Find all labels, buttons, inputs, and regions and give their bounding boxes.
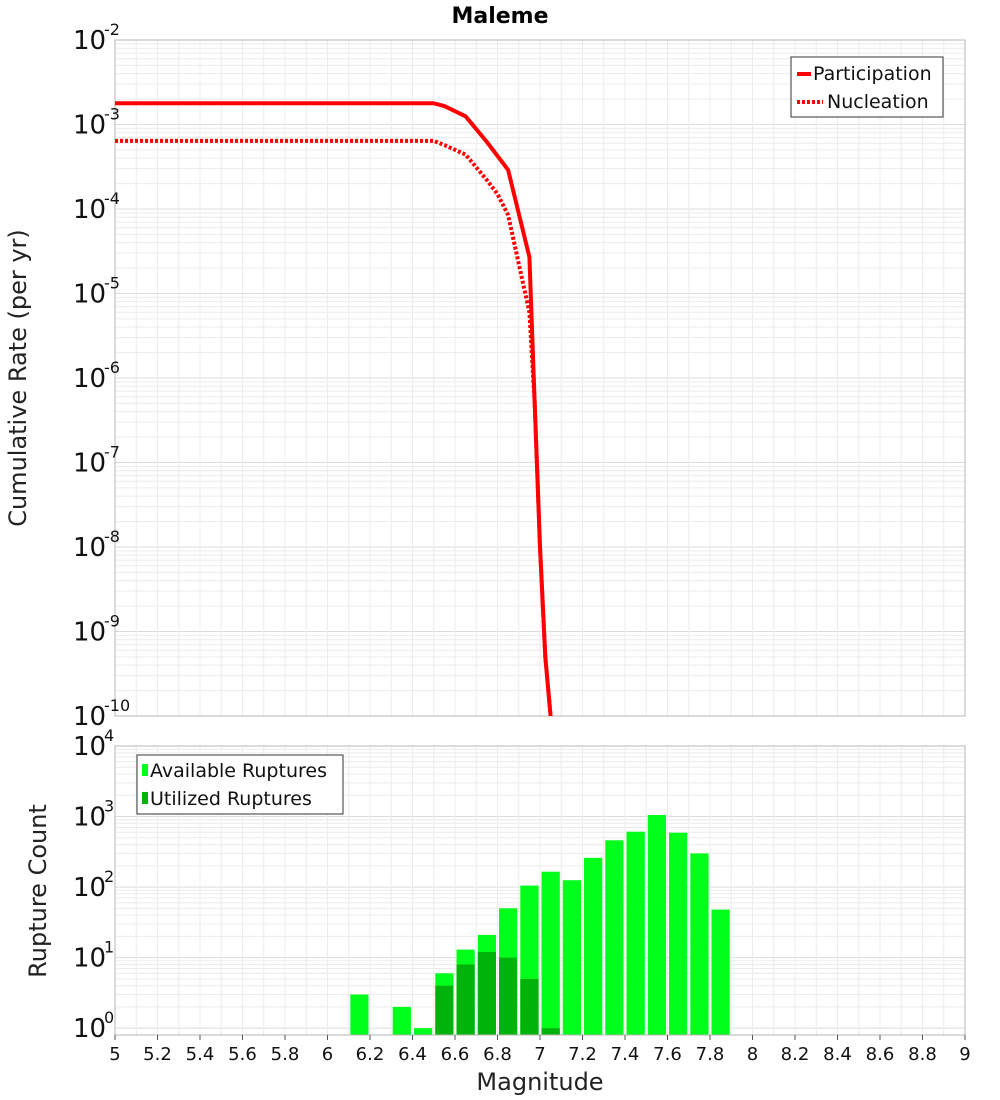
magnitude-x-ticks: 5 5.2 5.4 5.6 5.8 6 6.2 6.4 6.6 6.8 7 7.2 7.4 7.6 7.8 8… [109,1035,971,1065]
available-ruptures-bar [605,840,624,1035]
rate-legend-box [790,56,944,118]
rate-plot-frame [114,39,966,717]
available-ruptures-bar [392,1006,411,1035]
x-tick-label: 6.2 [356,1044,385,1065]
rate-y-tick-label: 10 [73,364,106,394]
legend-utilized-swatch [142,792,148,804]
available-ruptures-bar [669,832,688,1035]
x-tick-label: 6 [322,1044,333,1065]
rate-y-tick-exponent: -6 [104,358,120,377]
count-y-tick-label: 10 [73,944,106,974]
rate-y-tick-exponent: -10 [104,696,130,715]
available-ruptures-bar [414,1028,433,1035]
count-y-tick-exponent: 1 [104,938,114,957]
count-y-tick-label: 10 [73,873,106,903]
rate-y-tick-exponent: -8 [104,527,120,546]
rate-y-tick-exponent: -7 [104,443,120,462]
count-y-tick-exponent: 4 [104,726,114,745]
x-tick-label: 8.2 [781,1044,810,1065]
x-tick-label: 7.6 [653,1044,682,1065]
count-y-tick-label: 10 [73,732,106,762]
x-tick-label: 6.6 [441,1044,470,1065]
available-ruptures-bar [711,909,730,1035]
utilized-ruptures-bar [541,1028,560,1035]
x-tick-label: 8.4 [823,1044,852,1065]
x-tick-label: 7.2 [568,1044,597,1065]
count-bars [350,815,730,1035]
utilized-ruptures-bar [477,952,496,1035]
count-y-tick-label: 10 [73,1014,106,1044]
available-ruptures-bar [562,880,581,1035]
utilized-ruptures-bar [499,957,518,1035]
rate-y-tick-exponent: -4 [104,189,120,208]
x-tick-label: 9 [959,1044,970,1065]
x-tick-label: 8 [747,1044,758,1065]
rate-y-tick-exponent: -5 [104,274,120,293]
rate-y-tick-exponent: -9 [104,612,120,631]
utilized-ruptures-bar [456,964,475,1035]
rate-y-tick-label: 10 [73,533,106,563]
rate-y-tick-label: 10 [73,618,106,648]
utilized-ruptures-bar [520,978,539,1035]
available-ruptures-bar [350,994,369,1035]
x-tick-label: 8.8 [908,1044,937,1065]
rate-y-axis-label: Cumulative Rate (per yr) [4,229,32,527]
available-ruptures-bar [647,815,666,1035]
legend-utilized-label: Utilized Ruptures [150,788,312,810]
x-tick-label: 7 [534,1044,545,1065]
count-y-axis-label: Rupture Count [24,804,52,978]
rate-y-tick-exponent: -3 [104,105,120,124]
available-ruptures-bar [541,871,560,1035]
legend-nucleation-label: Nucleation [827,91,929,113]
legend-available-label: Available Ruptures [150,760,327,782]
count-legend-box [136,754,344,815]
rate-y-tick-label: 10 [73,449,106,479]
legend-available-swatch [142,764,148,776]
count-legend: Available Ruptures Utilized Ruptures [136,754,344,815]
series-nucleation-line [115,138,553,717]
x-tick-label: 5.4 [186,1044,215,1065]
x-tick-label: 5.2 [143,1044,172,1065]
x-tick-label: 5.6 [228,1044,257,1065]
legend-participation-label: Participation [813,63,932,85]
rate-y-tick-exponent: -2 [104,20,120,39]
available-ruptures-bar [626,831,645,1035]
available-ruptures-bar [690,853,709,1035]
count-y-tick-exponent: 3 [104,797,114,816]
x-tick-label: 5.8 [271,1044,300,1065]
utilized-ruptures-bar [435,985,454,1035]
rate-y-tick-label: 10 [73,26,106,56]
rate-y-tick-label: 10 [73,195,106,225]
x-tick-label: 7.4 [611,1044,640,1065]
x-tick-label: 6.8 [483,1044,512,1065]
x-tick-label: 8.6 [866,1044,895,1065]
rate-y-tick-label: 10 [73,702,106,732]
rate-legend: Participation Nucleation [790,56,944,118]
x-tick-label: 5 [109,1044,120,1065]
rate-y-tick-label: 10 [73,111,106,141]
rate-series [115,101,553,717]
x-tick-label: 6.4 [398,1044,427,1065]
count-y-tick-exponent: 2 [104,867,114,886]
x-tick-label: 7.8 [696,1044,725,1065]
available-ruptures-bar [584,857,603,1035]
series-participation-line [115,101,553,717]
count-y-tick-label: 10 [73,803,106,833]
count-y-tick-exponent: 0 [104,1008,114,1027]
chart-title: Maleme [451,4,548,29]
rate-y-tick-label: 10 [73,280,106,310]
x-axis-label: Magnitude [476,1068,603,1096]
